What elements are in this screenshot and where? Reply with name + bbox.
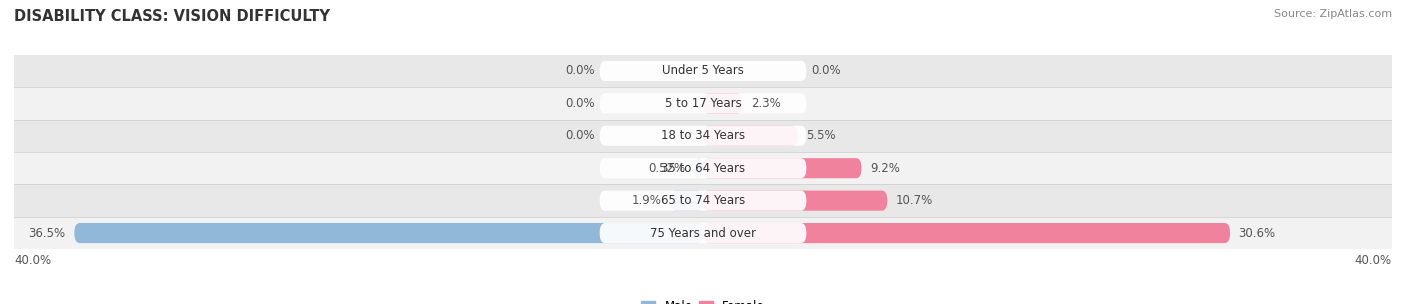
FancyBboxPatch shape [695, 158, 703, 178]
FancyBboxPatch shape [703, 126, 797, 146]
Text: 35 to 64 Years: 35 to 64 Years [661, 162, 745, 175]
Text: 2.3%: 2.3% [751, 97, 780, 110]
Text: 0.0%: 0.0% [565, 64, 595, 78]
Bar [14, 119, 1392, 152]
FancyBboxPatch shape [75, 223, 703, 243]
FancyBboxPatch shape [599, 223, 807, 243]
FancyBboxPatch shape [703, 158, 862, 178]
Bar [14, 185, 1392, 217]
FancyBboxPatch shape [599, 126, 807, 146]
Text: 65 to 74 Years: 65 to 74 Years [661, 194, 745, 207]
FancyBboxPatch shape [599, 158, 807, 178]
Text: 5.5%: 5.5% [807, 129, 837, 142]
Text: 40.0%: 40.0% [1355, 254, 1392, 267]
Bar [14, 55, 1392, 87]
FancyBboxPatch shape [599, 61, 807, 81]
Bar [14, 87, 1392, 119]
Text: 30.6%: 30.6% [1239, 226, 1275, 240]
Text: DISABILITY CLASS: VISION DIFFICULTY: DISABILITY CLASS: VISION DIFFICULTY [14, 9, 330, 24]
FancyBboxPatch shape [703, 191, 887, 211]
Text: 0.52%: 0.52% [648, 162, 686, 175]
Text: 75 Years and over: 75 Years and over [650, 226, 756, 240]
Text: 40.0%: 40.0% [14, 254, 51, 267]
FancyBboxPatch shape [703, 223, 1230, 243]
Text: 18 to 34 Years: 18 to 34 Years [661, 129, 745, 142]
Text: 0.0%: 0.0% [565, 129, 595, 142]
Bar [14, 152, 1392, 185]
Bar [14, 217, 1392, 249]
Text: Source: ZipAtlas.com: Source: ZipAtlas.com [1274, 9, 1392, 19]
FancyBboxPatch shape [703, 93, 742, 113]
FancyBboxPatch shape [599, 93, 807, 113]
FancyBboxPatch shape [671, 191, 703, 211]
Text: 5 to 17 Years: 5 to 17 Years [665, 97, 741, 110]
Legend: Male, Female: Male, Female [637, 295, 769, 304]
Text: 1.9%: 1.9% [631, 194, 662, 207]
FancyBboxPatch shape [599, 191, 807, 211]
Text: 9.2%: 9.2% [870, 162, 900, 175]
Text: 36.5%: 36.5% [28, 226, 66, 240]
Text: 0.0%: 0.0% [565, 97, 595, 110]
Text: Under 5 Years: Under 5 Years [662, 64, 744, 78]
Text: 10.7%: 10.7% [896, 194, 934, 207]
Text: 0.0%: 0.0% [811, 64, 841, 78]
